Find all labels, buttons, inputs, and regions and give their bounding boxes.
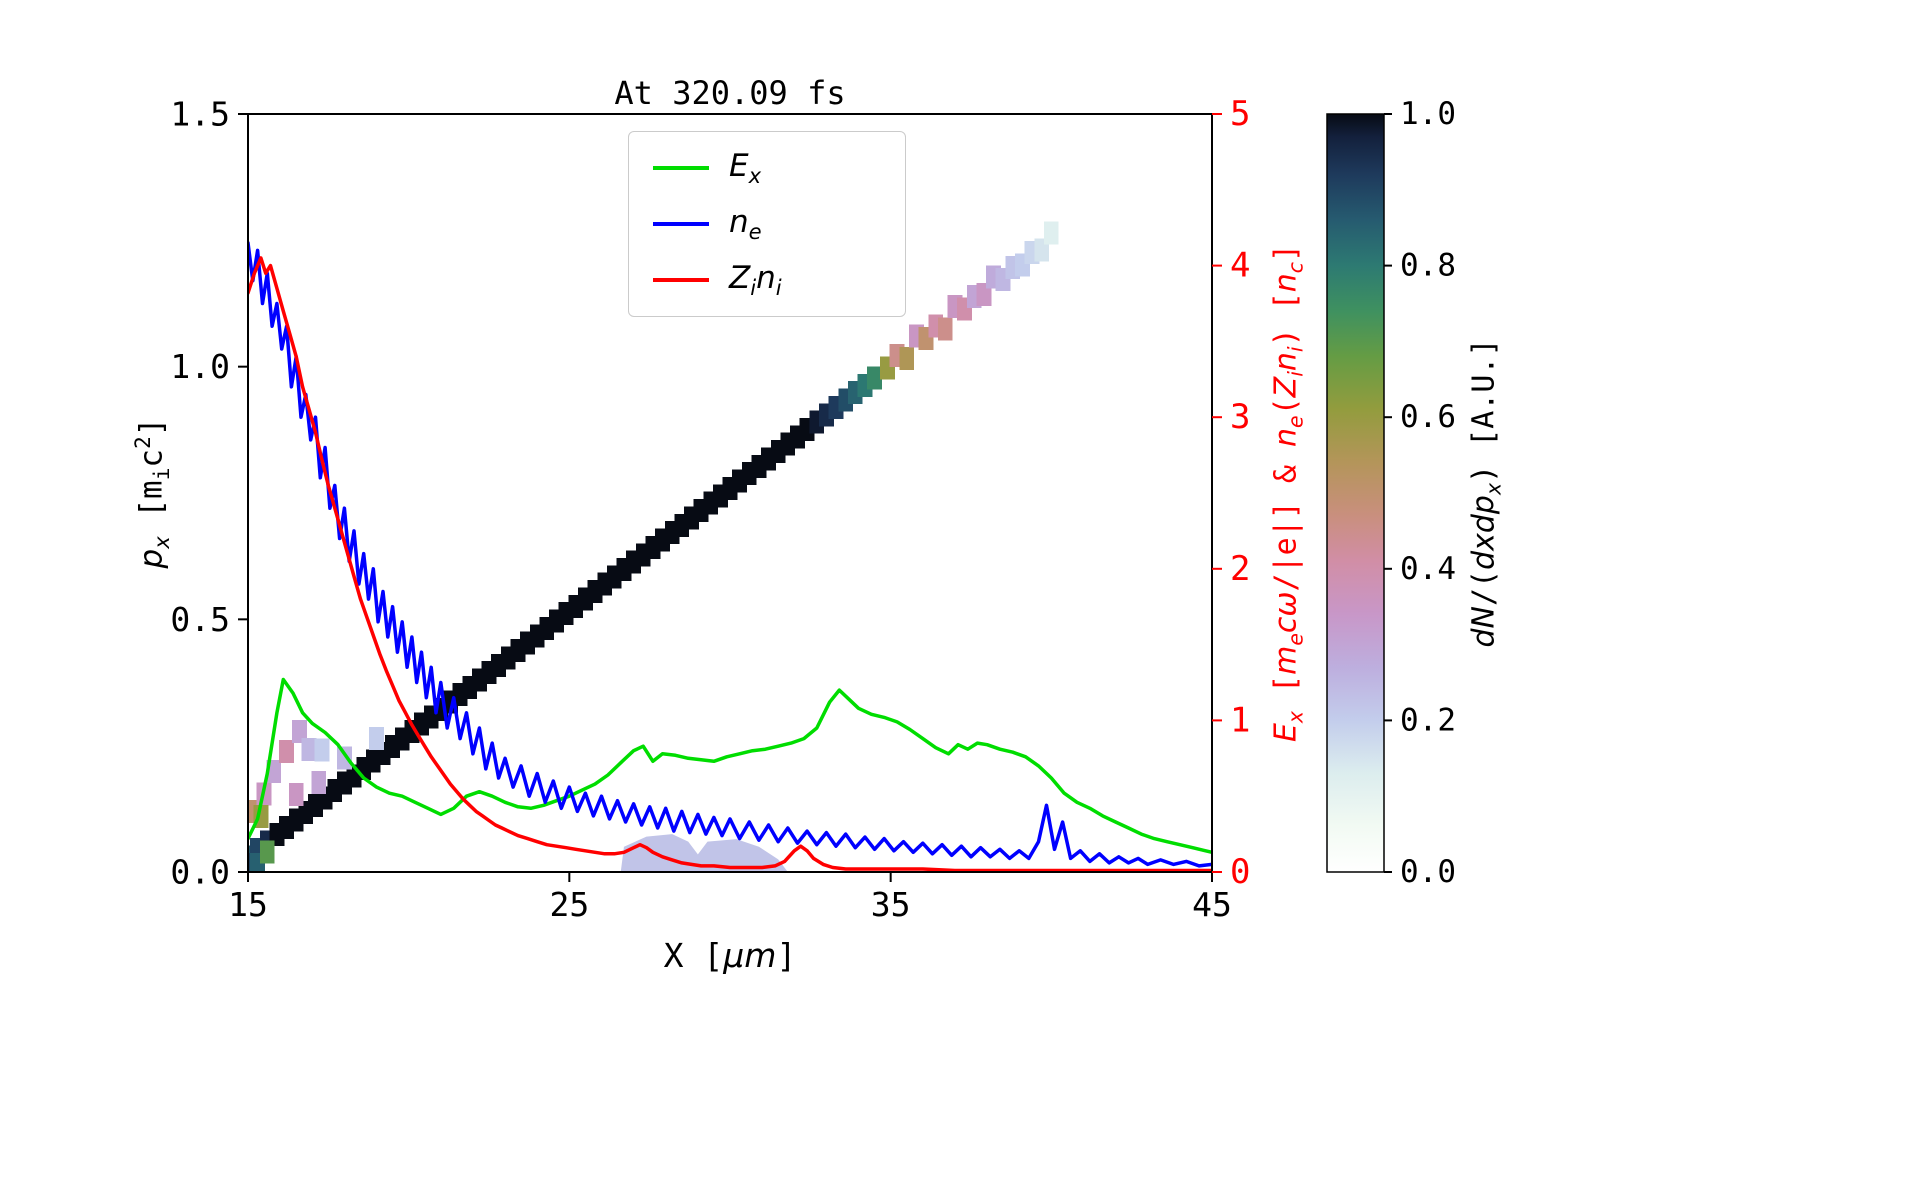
y-right-tick-5: 5 bbox=[1230, 94, 1250, 134]
colorbar-tick-0.2: 0.2 bbox=[1400, 702, 1456, 738]
x-tick-25: 25 bbox=[549, 885, 589, 924]
phase-space-heatmap bbox=[248, 221, 1059, 872]
colorbar-label: dN/(dxdpx) [A.U.] bbox=[1466, 338, 1506, 648]
cold-electron-population bbox=[620, 834, 788, 872]
colorbar: 0.0 0.2 0.4 0.6 0.8 1.0 bbox=[1326, 96, 1456, 890]
legend-entry-ne: ne bbox=[653, 204, 881, 244]
colorbar-tick-0.8: 0.8 bbox=[1400, 248, 1456, 284]
series-ne-line bbox=[248, 241, 1212, 868]
x-axis-label: X [μm] bbox=[663, 936, 797, 975]
y-axis-left-label: px [mic2] bbox=[130, 417, 174, 569]
y-right-tick-1: 1 bbox=[1230, 700, 1250, 740]
series-ex-line bbox=[248, 677, 1212, 855]
legend-label-ex: Ex bbox=[729, 147, 762, 189]
colorbar-tick-0.0: 0.0 bbox=[1400, 854, 1456, 890]
y-left-tick-0.5: 0.5 bbox=[170, 600, 230, 639]
legend-line-ne bbox=[653, 222, 709, 226]
legend-line-ex bbox=[653, 166, 709, 170]
plot-border bbox=[247, 113, 1213, 873]
plot-title: At 320.09 fs bbox=[614, 74, 846, 112]
y-right-tick-3: 3 bbox=[1230, 397, 1250, 437]
legend-label-zini: Zini bbox=[729, 259, 782, 301]
y-left-tick-1.0: 1.0 bbox=[170, 347, 230, 386]
legend-line-zini bbox=[653, 278, 709, 282]
legend-label-ne: ne bbox=[729, 203, 762, 245]
x-tick-35: 35 bbox=[871, 885, 911, 924]
colorbar-border bbox=[1326, 113, 1385, 873]
colorbar-tick-1.0: 1.0 bbox=[1400, 96, 1456, 132]
legend: Ex ne Zini bbox=[628, 131, 906, 317]
legend-entry-ex: Ex bbox=[653, 148, 881, 188]
x-tick-45: 45 bbox=[1192, 885, 1232, 924]
y-left-tick-1.5: 1.5 bbox=[170, 95, 230, 134]
colorbar-tick-0.4: 0.4 bbox=[1400, 551, 1456, 587]
x-tick-15: 15 bbox=[228, 885, 268, 924]
y-right-tick-0: 0 bbox=[1230, 852, 1250, 892]
y-axis-right-label: Ex [mecω/|e|] & ne(Zini) [nc] bbox=[1268, 243, 1308, 743]
y-right-tick-4: 4 bbox=[1230, 246, 1250, 286]
legend-entry-zini: Zini bbox=[653, 260, 881, 300]
line-series bbox=[248, 241, 1212, 872]
colorbar-tick-0.6: 0.6 bbox=[1400, 399, 1456, 435]
y-left-tick-0.0: 0.0 bbox=[170, 853, 230, 892]
series-zini-line bbox=[248, 256, 1212, 872]
y-right-tick-2: 2 bbox=[1230, 549, 1250, 589]
